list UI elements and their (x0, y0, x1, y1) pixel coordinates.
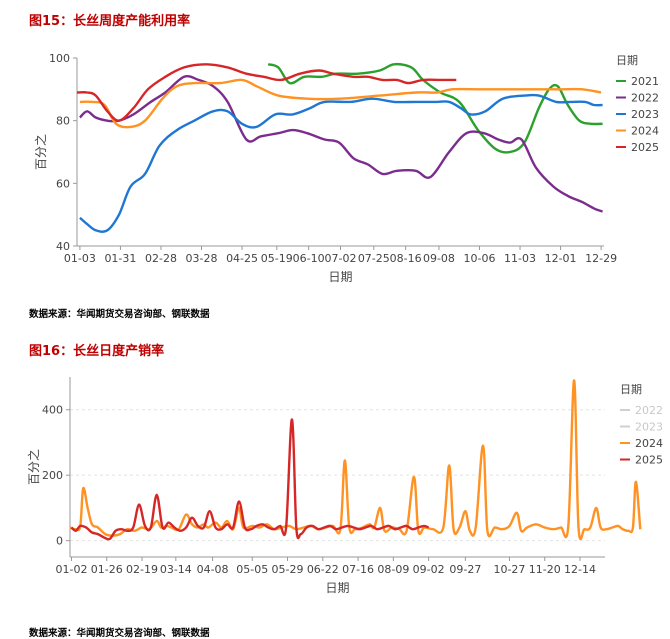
chart2-x-tick-label: 05-29 (272, 563, 304, 576)
chart2-legend-label-2022: 2022 (635, 404, 663, 417)
chart2-x-tick-label: 05-05 (236, 563, 268, 576)
chart1-x-tick-label: 01-03 (64, 252, 96, 265)
chart2-x-tick-label: 09-02 (413, 563, 445, 576)
chart1-y-tick-label: 60 (56, 177, 70, 190)
chart1-x-tick-label: 12-29 (585, 252, 617, 265)
chart2-legend-label-2025: 2025 (635, 454, 663, 467)
chart2-x-tick-label: 09-27 (449, 563, 481, 576)
chart2-y-tick-label: 200 (42, 469, 63, 482)
chart1-x-tick-label: 07-25 (358, 252, 390, 265)
chart1-legend-label-2023: 2023 (631, 108, 659, 121)
chart1-x-tick-label: 10-06 (464, 252, 496, 265)
chart1-y-tick-label: 40 (56, 240, 70, 253)
chart1-series-2024-line (79, 78, 602, 129)
chart1-y-tick-label: 100 (49, 52, 70, 65)
chart1-y-axis-label: 百分之 (34, 134, 48, 170)
chart2-x-tick-label: 04-08 (197, 563, 229, 576)
chart1-source: 数据来源：华闻期货交易咨询部、钢联数据 (29, 309, 210, 320)
chart2-x-tick-label: 11-20 (529, 563, 561, 576)
chart2-x-tick-label: 01-02 (55, 563, 87, 576)
chart2-x-tick-label: 07-16 (342, 563, 374, 576)
chart1-x-tick-label: 01-31 (104, 252, 136, 265)
chart2-series-2025-line (70, 418, 430, 541)
chart1-x-axis-label: 日期 (328, 270, 352, 284)
chart2-x-tick-label: 08-09 (377, 563, 409, 576)
chart1-x-tick-label: 05-19 (261, 252, 293, 265)
chart2-x-tick-label: 01-26 (91, 563, 123, 576)
chart1-x-tick-label: 02-28 (145, 252, 177, 265)
chart1-series-2022-line (79, 74, 603, 213)
chart2-x-axis-label: 日期 (325, 581, 349, 595)
chart2-x-tick-label: 06-22 (307, 563, 339, 576)
chart1-y-tick-label: 80 (56, 115, 70, 128)
chart2-x-tick-label: 03-14 (160, 563, 192, 576)
chart1-x-tick-label: 11-03 (504, 252, 536, 265)
chart2-y-axis-label: 百分之 (27, 449, 41, 485)
chart1-x-tick-label: 07-02 (325, 252, 357, 265)
chart1-legend-label-2021: 2021 (631, 75, 659, 88)
chart2-legend-label-2024: 2024 (635, 437, 663, 450)
chart2-series-2024-line (69, 379, 642, 541)
chart2-x-tick-label: 10-27 (493, 563, 525, 576)
chart1-x-tick-label: 09-08 (423, 252, 455, 265)
chart1-legend-title: 日期 (616, 54, 638, 67)
chart2-source: 数据来源：华闻期货交易咨询部、钢联数据 (29, 628, 210, 639)
chart1-x-tick-label: 04-25 (226, 252, 258, 265)
chart1-x-tick-label: 06-10 (293, 252, 325, 265)
chart2-title: 图16：长丝日度产销率 (29, 344, 165, 359)
chart1-legend-label-2024: 2024 (631, 125, 659, 138)
chart1-series-2025-line (76, 63, 457, 122)
chart1-series-2021-line (267, 62, 603, 154)
chart1-title: 图15：长丝周度产能利用率 (29, 14, 191, 29)
chart2-x-tick-label: 12-14 (564, 563, 596, 576)
chart2-y-tick-label: 0 (56, 535, 63, 548)
chart1-x-tick-label: 08-16 (390, 252, 422, 265)
chart2-legend-title: 日期 (620, 383, 642, 396)
chart2-plot: 0 200 400 01-02 01-26 02-19 03-14 04-08 05-05 05-… (27, 377, 663, 595)
chart2-legend-label-2023: 2023 (635, 421, 663, 434)
chart1-legend-label-2022: 2022 (631, 92, 659, 105)
chart2-y-tick-label: 400 (42, 404, 63, 417)
chart2-x-tick-label: 02-19 (126, 563, 158, 576)
chart1-x-tick-label: 12-01 (545, 252, 577, 265)
chart1-legend-label-2025: 2025 (631, 141, 659, 154)
chart1-series-2023-line (79, 93, 603, 233)
chart1-x-tick-label: 03-28 (186, 252, 218, 265)
